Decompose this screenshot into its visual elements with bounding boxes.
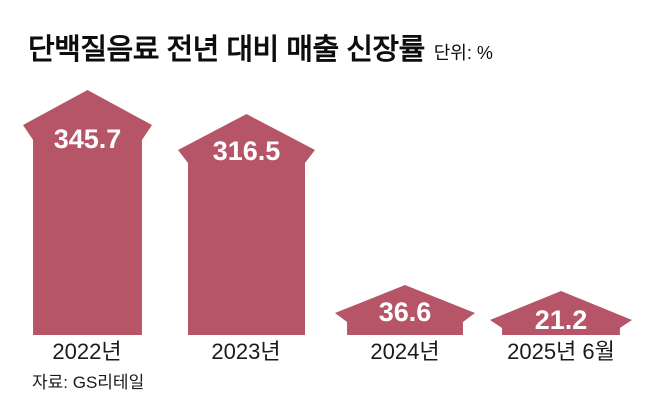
arrow-bar-2024: 36.6 xyxy=(335,285,475,335)
category-label-2023: 2023년 xyxy=(211,339,281,364)
value-label-2022: 345.7 xyxy=(53,124,122,154)
unit-label: 단위: % xyxy=(433,43,493,63)
chart-title: 단백질음료 전년 대비 매출 신장률 xyxy=(28,34,425,66)
value-label-2023: 316.5 xyxy=(212,136,281,166)
arrow-bar-2022: 345.7 xyxy=(23,90,152,335)
chart-header: 단백질음료 전년 대비 매출 신장률 단위: % xyxy=(28,26,493,68)
category-label-2025-06: 2025년 6월 xyxy=(507,339,615,364)
value-label-2024: 36.6 xyxy=(378,297,432,327)
arrow-bar-2025-06: 21.2 xyxy=(490,291,632,335)
category-label-2022: 2022년 xyxy=(52,339,122,364)
category-label-2024: 2024년 xyxy=(370,339,440,364)
source-label: 자료: GS리테일 xyxy=(32,373,145,392)
value-label-2025-06: 21.2 xyxy=(534,305,588,335)
arrow-bar-2023: 316.5 xyxy=(178,114,315,335)
